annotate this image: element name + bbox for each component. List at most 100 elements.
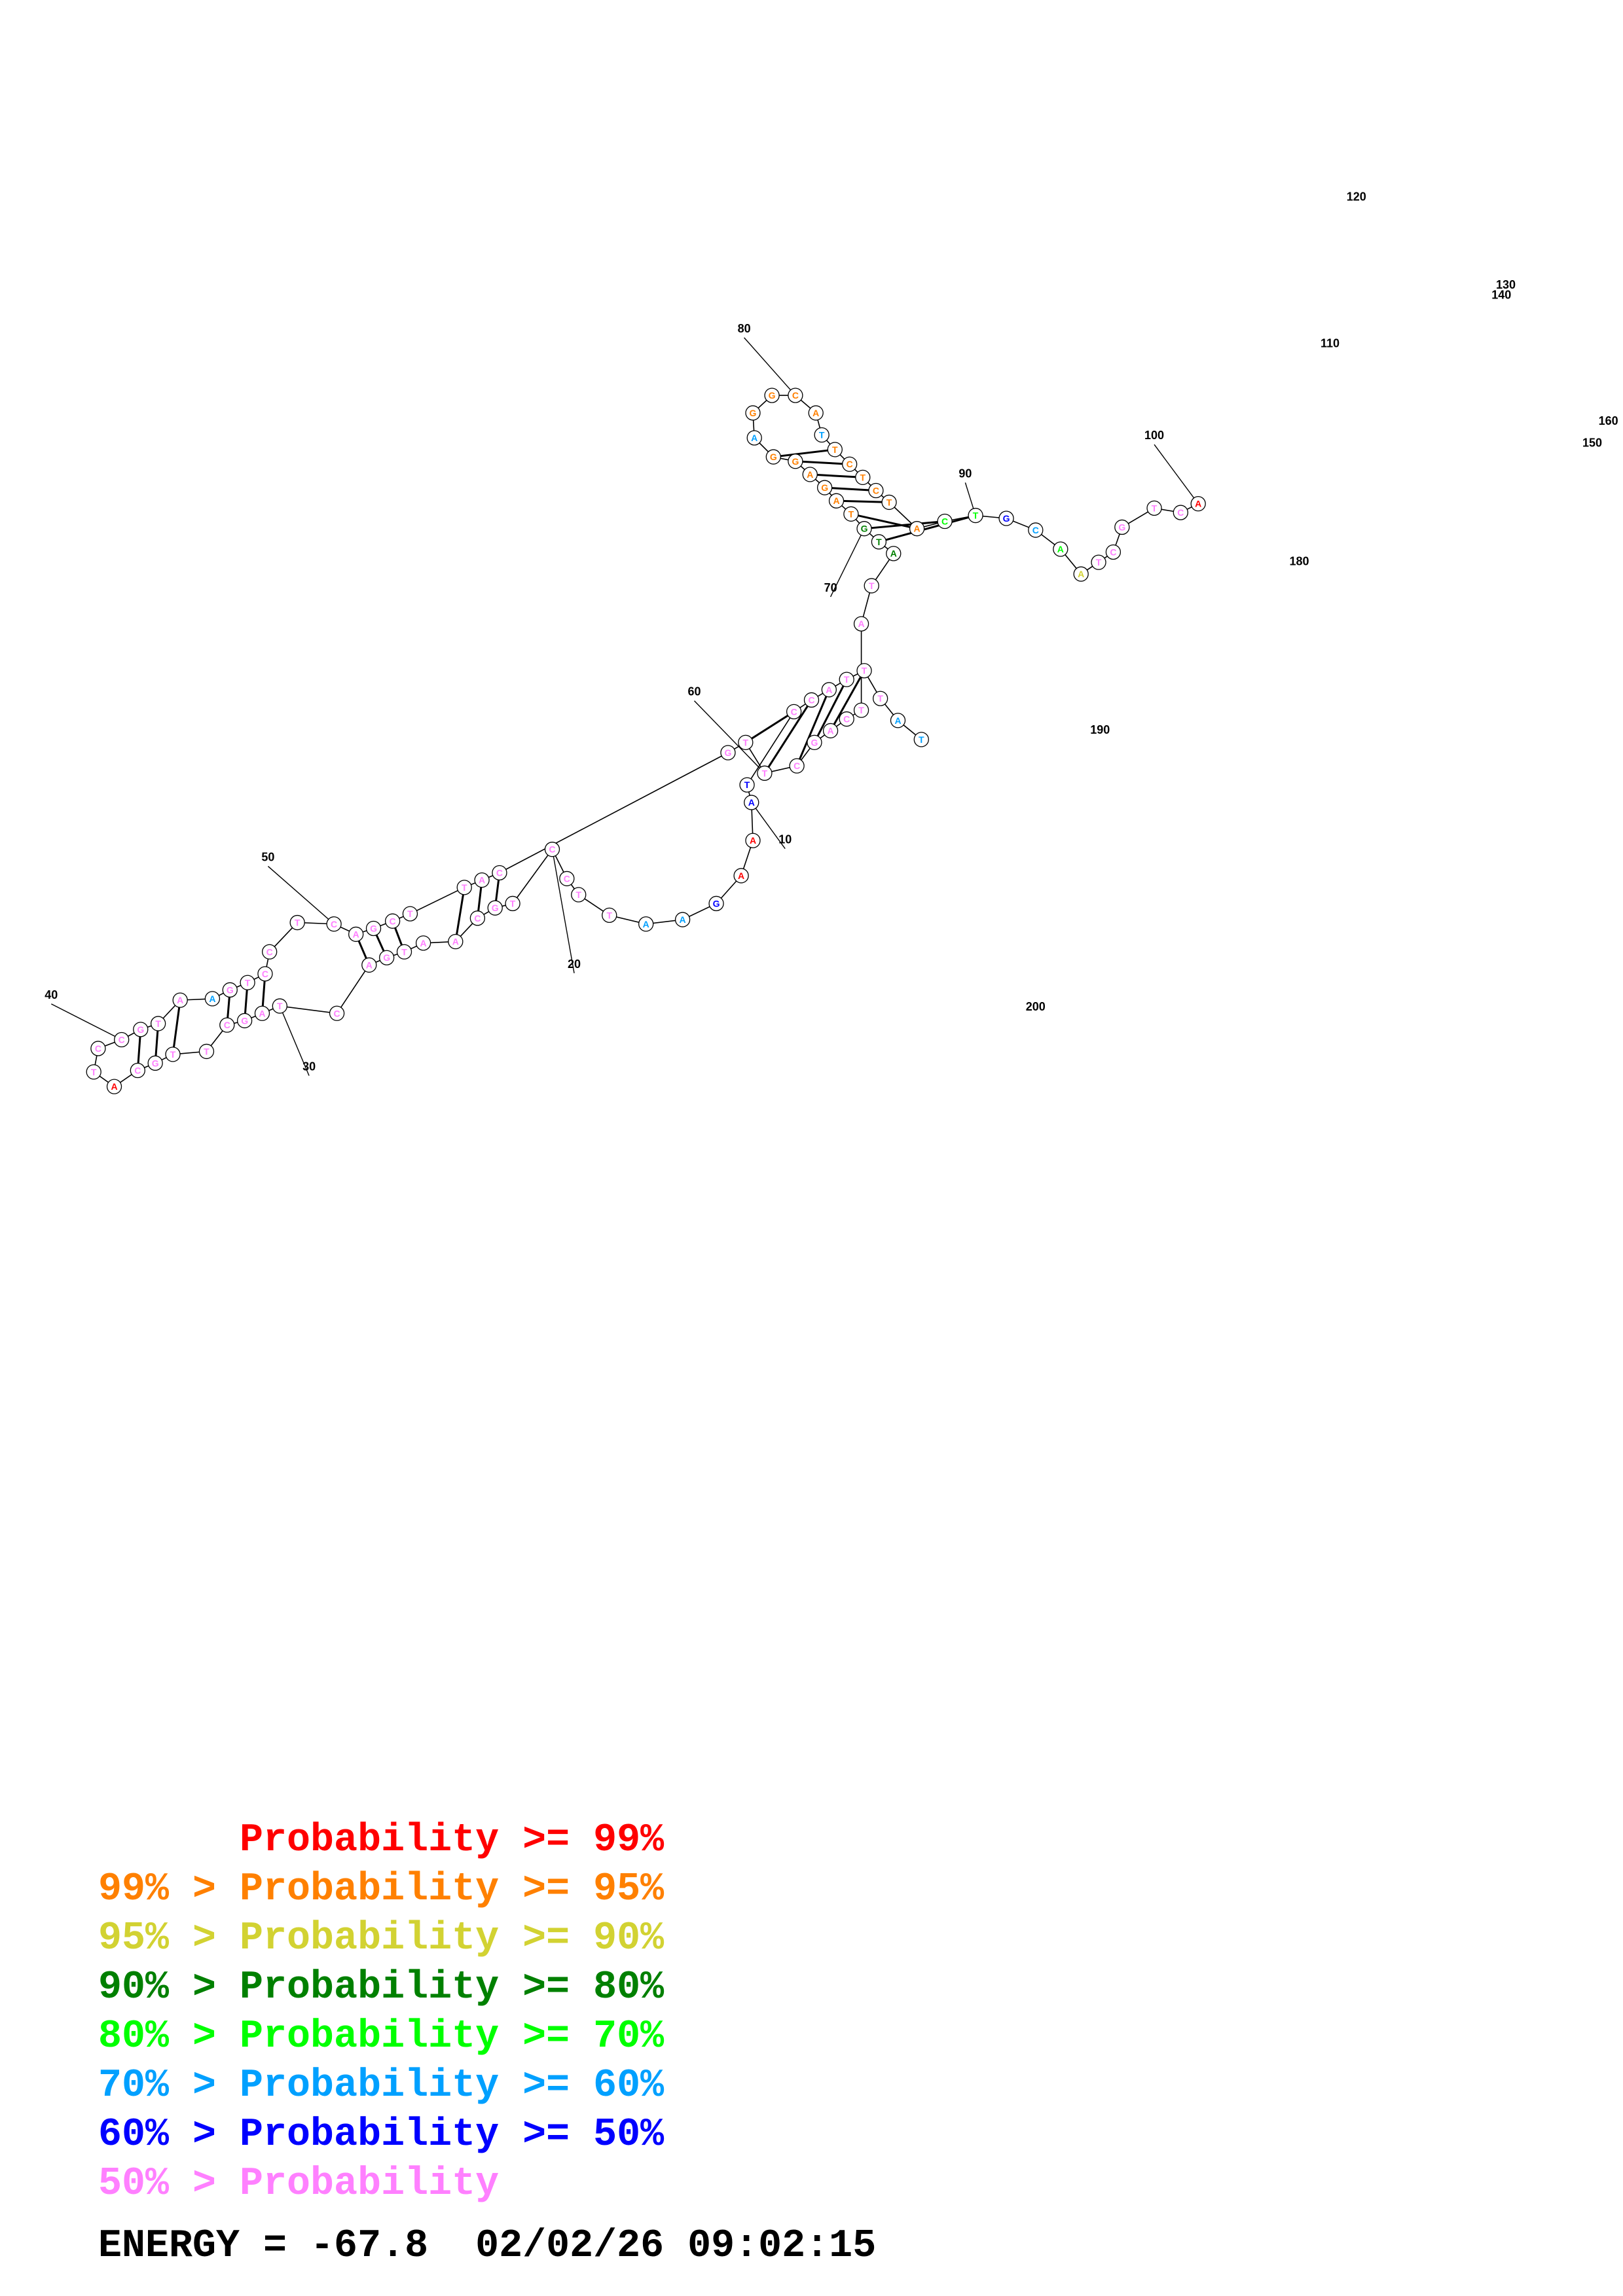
nucleotide-circle [808,405,824,421]
nucleotide-node: T [855,469,871,486]
nucleotide-node: C [329,1005,345,1021]
nucleotide-node: A [1053,541,1068,557]
nucleotide-node: A [638,916,654,932]
position-label: 80 [738,322,751,335]
nucleotide-circle [746,430,762,446]
position-tick [50,1003,122,1041]
nucleotide-circle [913,732,929,747]
base-pair-line [454,887,465,942]
nucleotide-node: C [803,692,820,708]
nucleotide-node: G [147,1055,163,1071]
nucleotide-node: G [788,454,803,469]
nucleotide-letter: T [876,537,882,547]
base-pair-line [745,711,795,744]
position-tick [830,528,865,598]
nucleotide-node: C [130,1062,145,1079]
nucleotide-node: G [236,1013,253,1029]
nucleotide-node: T [505,895,520,912]
nucleotide-circle [90,1041,106,1056]
nucleotide-circle [788,454,803,469]
nucleotide-node: G [379,950,395,965]
nucleotide-letter: T [877,693,883,704]
nucleotide-circle [254,1005,270,1021]
nucleotide-circle [873,691,888,706]
nucleotide-node: A [822,723,839,739]
position-tick [694,700,765,774]
nucleotide-circle [839,711,854,727]
nucleotide-letter: T [848,509,854,519]
nucleotide-circle [379,950,395,965]
nucleotide-circle [881,494,897,511]
position-label: 150 [1582,436,1602,449]
nucleotide-letter: C [390,916,396,926]
nucleotide-circle [544,842,560,857]
nucleotide-node: C [257,966,273,982]
nucleotide-node: T [856,663,872,679]
nucleotide-node: G [765,449,781,465]
nucleotide-circle [165,1047,181,1062]
nucleotide-node: T [738,734,754,750]
nucleotide-node: C [469,910,486,926]
nucleotide-node: A [254,1005,270,1021]
nucleotide-circle [240,975,255,990]
nucleotide-letter: C [941,516,948,527]
nucleotide-node: A [821,682,837,698]
nucleotide-circle [492,865,507,881]
nucleotide-circle [204,991,221,1007]
nucleotide-circle [890,713,906,728]
nucleotide-letter: T [204,1046,210,1056]
nucleotide-circle [745,405,761,421]
nucleotide-circle [114,1031,130,1048]
nucleotide-circle [871,534,887,550]
nucleotide-letter: T [606,910,612,920]
nucleotide-circle [1073,566,1089,582]
nucleotide-letter: T [869,581,875,591]
nucleotide-node: G [708,895,724,912]
nucleotide-circle [864,578,879,594]
nucleotide-letter: C [474,913,481,924]
nucleotide-circle [236,1013,253,1029]
nucleotide-node: A [746,430,762,446]
base-pair-line [763,699,812,774]
nucleotide-letter: C [549,844,555,855]
nucleotide-letter: C [119,1035,125,1045]
nucleotide-letter: A [1195,499,1201,509]
base-pair-line [850,512,917,530]
nucleotide-letter: C [266,946,273,957]
nucleotide-letter: C [564,873,570,884]
base-pair-line [773,448,835,458]
nucleotide-letter: A [353,929,359,939]
nucleotide-node: A [828,493,845,509]
nucleotide-circle [272,998,287,1014]
nucleotide-node: C [326,916,342,932]
nucleotide-letter: G [370,923,377,933]
nucleotide-circle [853,616,869,632]
nucleotide-letter: T [245,977,251,988]
nucleotide-letter: A [738,870,744,881]
nucleotide-letter: A [807,469,813,480]
nucleotide-letter: T [407,908,413,919]
position-ticks [50,337,1199,1076]
nucleotide-letter: C [224,1020,230,1030]
nucleotide-circle [448,933,464,950]
nucleotide-letter: A [812,408,819,418]
nucleotide-circle [365,920,382,937]
nucleotide-circle [106,1079,122,1094]
nucleotide-node: T [1146,500,1162,516]
nucleotide-node: T [402,906,418,922]
nucleotide-node: T [827,442,843,457]
nucleotide-letter: C [793,761,800,771]
nucleotide-circle [150,1016,166,1031]
nucleotide-circle [738,734,754,750]
nucleotide-node: T [396,944,412,960]
nucleotide-letter: T [858,705,864,715]
nucleotide-circle [842,456,858,472]
nucleotide-letter: T [155,1018,161,1029]
position-tick [279,1005,310,1076]
nucleotide-circle [998,511,1014,526]
nucleotide-node: C [937,513,953,529]
nucleotide-circle [396,944,412,960]
nucleotide-node: T [853,702,869,718]
nucleotide-letter: C [791,706,797,717]
